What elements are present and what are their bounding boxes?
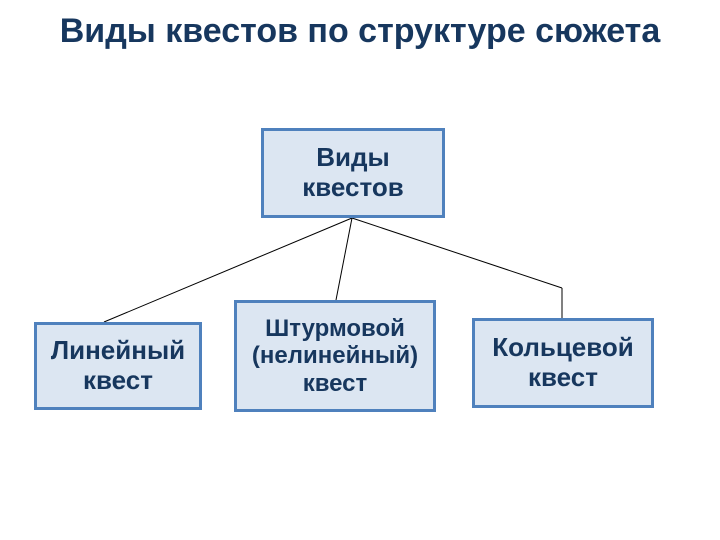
node-linear-quest: Линейный квест <box>34 322 202 410</box>
node-child1-label: Линейный квест <box>43 336 193 396</box>
node-ring-quest: Кольцевой квест <box>472 318 654 408</box>
node-root: Виды квестов <box>261 128 445 218</box>
connector-lines <box>0 0 720 540</box>
title-text: Виды квестов по структуре сюжета <box>60 12 661 50</box>
node-root-label: Виды квестов <box>270 143 436 203</box>
node-child2-label: Штурмовой (нелинейный) квест <box>243 315 427 398</box>
page-title: Виды квестов по структуре сюжета <box>0 12 720 51</box>
node-assault-quest: Штурмовой (нелинейный) квест <box>234 300 436 412</box>
node-child3-label: Кольцевой квест <box>481 333 645 393</box>
